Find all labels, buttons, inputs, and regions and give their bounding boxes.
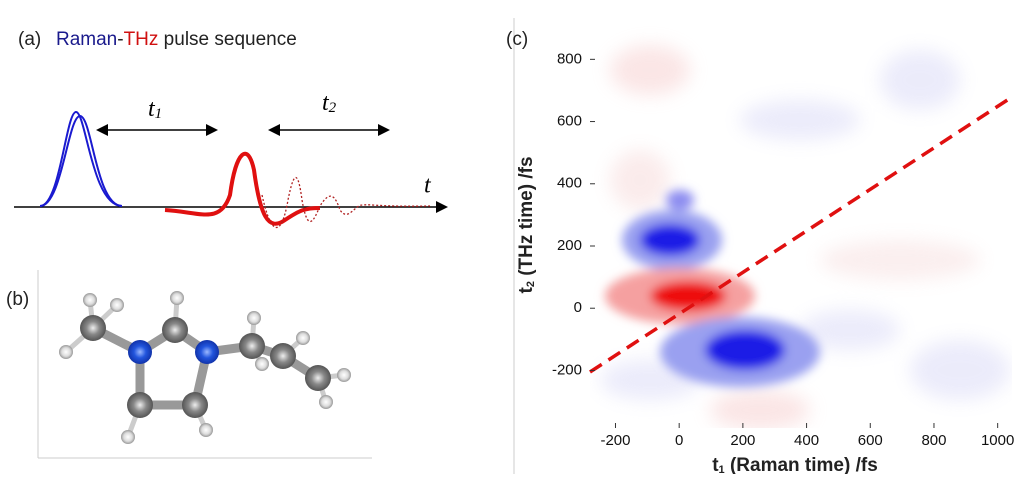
y-label-rest: (THz time) /fs — [516, 156, 537, 281]
delay-2: t2 — [322, 90, 337, 117]
x-tick-label: 1000 — [981, 432, 1014, 449]
contour-map — [590, 22, 1012, 430]
y-tick-label: -200 — [552, 361, 582, 378]
delay-2-subscript: 2 — [329, 100, 337, 116]
x-tick-label: 0 — [675, 432, 683, 449]
panel-label: (a) — [18, 29, 41, 50]
title-thz: THz — [124, 29, 159, 50]
x-label-rest: (Raman time) /fs — [725, 455, 878, 474]
y-tick-label: 800 — [557, 50, 582, 67]
molecule — [38, 270, 372, 458]
y-tick-label: 0 — [574, 299, 582, 316]
delay-1: t1 — [148, 96, 162, 123]
title-rest: pulse sequence — [158, 29, 296, 50]
x-axis-label: t1 (Raman time) /fs — [712, 455, 878, 474]
x-tick-label: 800 — [921, 432, 946, 449]
y-tick-label: 600 — [557, 113, 582, 130]
y-tick-label: 400 — [557, 175, 582, 192]
time-axis-label: t — [424, 173, 432, 199]
delay-1-subscript: 1 — [155, 106, 163, 122]
y-tick-label: 200 — [557, 237, 582, 254]
panel-label: (c) — [506, 29, 528, 50]
panel-label: (b) — [6, 289, 29, 310]
x-tick-label: 600 — [858, 432, 883, 449]
title-raman: Raman — [56, 29, 117, 50]
y-axis-label: t2 (THz time) /fs — [516, 156, 537, 293]
figure: (a) Raman-THz pulse sequence t1 t2 t (b) — [0, 0, 1014, 474]
pulse-diagram — [14, 112, 448, 228]
panel-title: Raman-THz pulse sequence — [56, 29, 297, 50]
x-tick-label: -200 — [600, 432, 630, 449]
x-tick-label: 200 — [730, 432, 755, 449]
x-tick-label: 400 — [794, 432, 819, 449]
